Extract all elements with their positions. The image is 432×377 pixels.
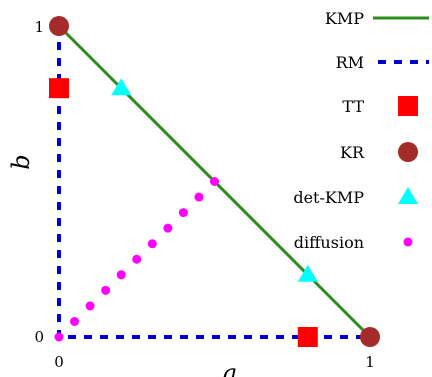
series-diffusion-point-1	[70, 316, 80, 326]
x-tick-label-1: 1	[365, 353, 375, 371]
x-tick-label-0: 0	[54, 353, 64, 371]
series-diffusion-point-0	[54, 332, 64, 342]
series-diffusion-point-4	[116, 270, 126, 280]
legend-label-kr: KR	[340, 143, 365, 162]
series-diffusion-point-2	[85, 301, 95, 311]
legend-label-tt: TT	[342, 97, 364, 116]
legend-swatch-det-kmp	[398, 187, 418, 204]
plot-markers	[49, 16, 380, 347]
tick-labels: 0 1 0 1	[34, 18, 374, 371]
series-det-kmp-point-1	[297, 264, 318, 282]
legend-label-kmp: KMP	[325, 9, 364, 28]
series-tt-point-1	[297, 327, 318, 347]
legend-swatch-tt	[398, 96, 418, 116]
series-kr-point-0	[49, 16, 69, 36]
series-tt-point-0	[49, 78, 69, 99]
series-diffusion-point-7	[163, 223, 173, 233]
legend-label-diffusion: diffusion	[294, 233, 364, 252]
legend-label-rm: RM	[336, 53, 364, 72]
y-axis-label: b	[7, 154, 35, 169]
series-diffusion-point-5	[132, 254, 142, 264]
y-tick-label-1: 1	[34, 18, 44, 36]
series-kr-point-1	[360, 327, 380, 347]
x-axis-label: a	[223, 359, 237, 377]
legend-label-det-kmp: det-KMP	[293, 188, 364, 207]
series-diffusion-point-10	[210, 177, 219, 186]
series-diffusion-point-3	[101, 285, 111, 295]
legend: KMP RM TT KR det-KMP diffusion	[293, 9, 429, 252]
y-tick-label-0: 0	[34, 328, 44, 346]
series-diffusion-point-8	[178, 208, 188, 218]
series-diffusion-point-9	[194, 192, 204, 202]
legend-swatch-kr	[398, 142, 418, 162]
legend-swatch-diffusion	[403, 237, 413, 247]
series-det-kmp-point-0	[111, 78, 132, 96]
series-diffusion-point-6	[147, 239, 157, 249]
